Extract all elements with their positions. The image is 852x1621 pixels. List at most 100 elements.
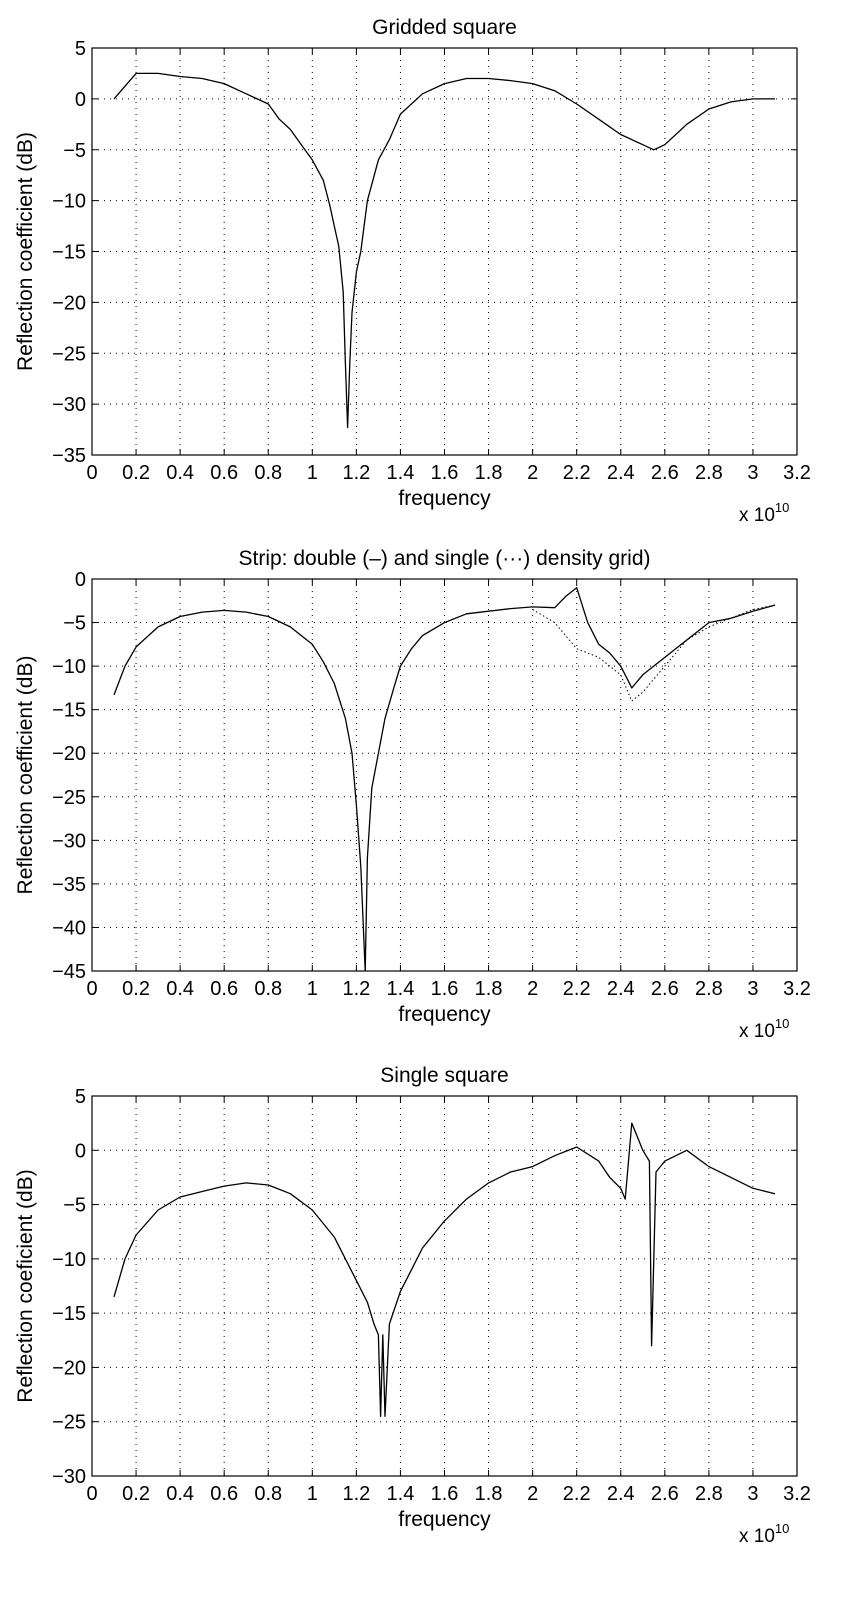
y-tick-label: 0 [75, 1140, 86, 1162]
y-tick-label: 5 [75, 38, 86, 60]
x-tick-label: 3 [747, 1483, 758, 1505]
x-tick-label: 3.2 [783, 978, 811, 1000]
y-tick-label: −20 [52, 1357, 86, 1379]
x-tick-label: 1.4 [387, 978, 415, 1000]
y-tick-label: −15 [52, 242, 86, 264]
x-tick-label: 1.8 [475, 1483, 503, 1505]
x-tick-label: 0 [86, 462, 97, 484]
y-tick-label: 5 [75, 1086, 86, 1108]
x-axis-ticks: 0 0.2 0.4 0.6 0.8 1 1.2 1.4 1.6 1.8 2 2.2 2.4 2.6 2.8 3… [86, 579, 811, 1000]
x-axis-label: frequency [398, 1003, 491, 1026]
x-tick-label: 3 [747, 978, 758, 1000]
x-tick-label: 1.6 [431, 462, 459, 484]
y-tick-label: −45 [52, 961, 86, 983]
x-axis-multiplier-exponent: 10 [775, 1016, 789, 1031]
y-tick-label: −35 [52, 874, 86, 896]
x-axis-multiplier-base: x 10 [739, 1021, 775, 1042]
x-tick-label: 2.6 [651, 978, 679, 1000]
x-tick-label: 2.2 [563, 978, 591, 1000]
series-line-1 [113, 1122, 776, 1417]
x-tick-label: 1.6 [431, 1483, 459, 1505]
y-tick-label: −30 [52, 1466, 86, 1488]
plot-area [113, 1122, 776, 1417]
x-tick-label: 0.2 [122, 462, 150, 484]
x-tick-label: 1.8 [475, 462, 503, 484]
x-tick-label: 3.2 [783, 462, 811, 484]
x-tick-label: 2.8 [695, 978, 723, 1000]
y-axis-ticks: 5 0 −5 −10 −15 −20 −25 −30 −35 [52, 38, 797, 467]
y-tick-label: −35 [52, 445, 86, 467]
x-tick-label: 0 [86, 1483, 97, 1505]
x-tick-label: 1 [307, 1483, 318, 1505]
x-tick-label: 2.8 [695, 462, 723, 484]
x-tick-label: 2.4 [607, 462, 635, 484]
x-tick-label: 0.8 [254, 1483, 282, 1505]
series-line-1 [113, 587, 776, 972]
x-tick-label: 1.4 [387, 1483, 415, 1505]
x-tick-label: 1.6 [431, 978, 459, 1000]
y-axis-label: Reflection coefficient (dB) [14, 132, 37, 371]
y-tick-label: −15 [52, 1303, 86, 1325]
y-tick-label: −15 [52, 700, 86, 722]
y-tick-label: −20 [52, 743, 86, 765]
x-tick-label: 2 [527, 978, 538, 1000]
x-axis-multiplier: x 1010 [739, 1521, 789, 1547]
x-axis-multiplier: x 1010 [739, 1016, 789, 1042]
x-tick-label: 0.8 [254, 462, 282, 484]
y-tick-label: −20 [52, 292, 86, 314]
x-tick-label: 0 [86, 978, 97, 1000]
y-tick-label: 0 [75, 89, 86, 111]
x-tick-label: 0.6 [210, 462, 238, 484]
x-axis-multiplier-base: x 10 [739, 505, 775, 526]
y-axis-label: Reflection coefficient (dB) [14, 656, 37, 895]
panel-gridded-square: Gridded square 0 0.2 0.4 0.6 0.8 1 1.2 1.4 1.6 1.… [14, 16, 811, 526]
y-tick-label: −5 [63, 613, 86, 635]
plot-area [113, 587, 776, 972]
y-tick-label: −25 [52, 1412, 86, 1434]
panel-single-square: Single square 0 0.2 0.4 0.6 0.8 1 1.2 1.4 1.6 1.8… [14, 1064, 811, 1547]
y-axis-ticks: 0 −5 −10 −15 −20 −25 −30 −35 −40 −45 [52, 569, 797, 983]
x-tick-label: 2.6 [651, 1483, 679, 1505]
x-tick-label: 2.6 [651, 462, 679, 484]
x-tick-label: 2.2 [563, 1483, 591, 1505]
x-axis-multiplier-exponent: 10 [775, 500, 789, 515]
grid-lines [92, 579, 797, 971]
y-tick-label: −30 [52, 394, 86, 416]
x-tick-label: 1.4 [387, 462, 415, 484]
x-axis-ticks: 0 0.2 0.4 0.6 0.8 1 1.2 1.4 1.6 1.8 2 2.2 2.4 2.6 2.8 3… [86, 1096, 811, 1505]
y-tick-label: −5 [63, 140, 86, 162]
x-axis-multiplier-base: x 10 [739, 1526, 775, 1547]
x-tick-label: 0.2 [122, 1483, 150, 1505]
x-tick-label: 2.2 [563, 462, 591, 484]
x-tick-label: 0.4 [166, 462, 194, 484]
series-line-2 [532, 604, 776, 702]
x-tick-label: 1 [307, 978, 318, 1000]
x-tick-label: 0.4 [166, 1483, 194, 1505]
x-tick-label: 1.2 [342, 978, 370, 1000]
y-tick-label: −10 [52, 656, 86, 678]
axes-frame [91, 578, 798, 972]
y-tick-label: −25 [52, 787, 86, 809]
x-tick-label: 0.4 [166, 978, 194, 1000]
x-axis-multiplier-exponent: 10 [775, 1521, 789, 1536]
x-tick-label: 1.8 [475, 978, 503, 1000]
y-tick-label: −40 [52, 917, 86, 939]
y-tick-label: −30 [52, 830, 86, 852]
axes-frame [91, 47, 798, 456]
y-axis-label: Reflection coeficient (dB) [14, 1169, 37, 1402]
x-tick-label: 1.2 [342, 462, 370, 484]
x-tick-label: 0.6 [210, 1483, 238, 1505]
chart-title: Strip: double (–) and single (···) densi… [238, 547, 650, 570]
y-tick-label: −5 [63, 1195, 86, 1217]
grid-lines [92, 48, 797, 455]
x-tick-label: 1.2 [342, 1483, 370, 1505]
plot-area [113, 72, 775, 429]
series-line-1 [113, 72, 775, 429]
x-tick-label: 2.4 [607, 1483, 635, 1505]
x-tick-label: 2 [527, 1483, 538, 1505]
y-tick-label: 0 [75, 569, 86, 591]
x-axis-label: frequency [398, 487, 491, 510]
x-tick-label: 0.8 [254, 978, 282, 1000]
y-tick-label: −10 [52, 191, 86, 213]
